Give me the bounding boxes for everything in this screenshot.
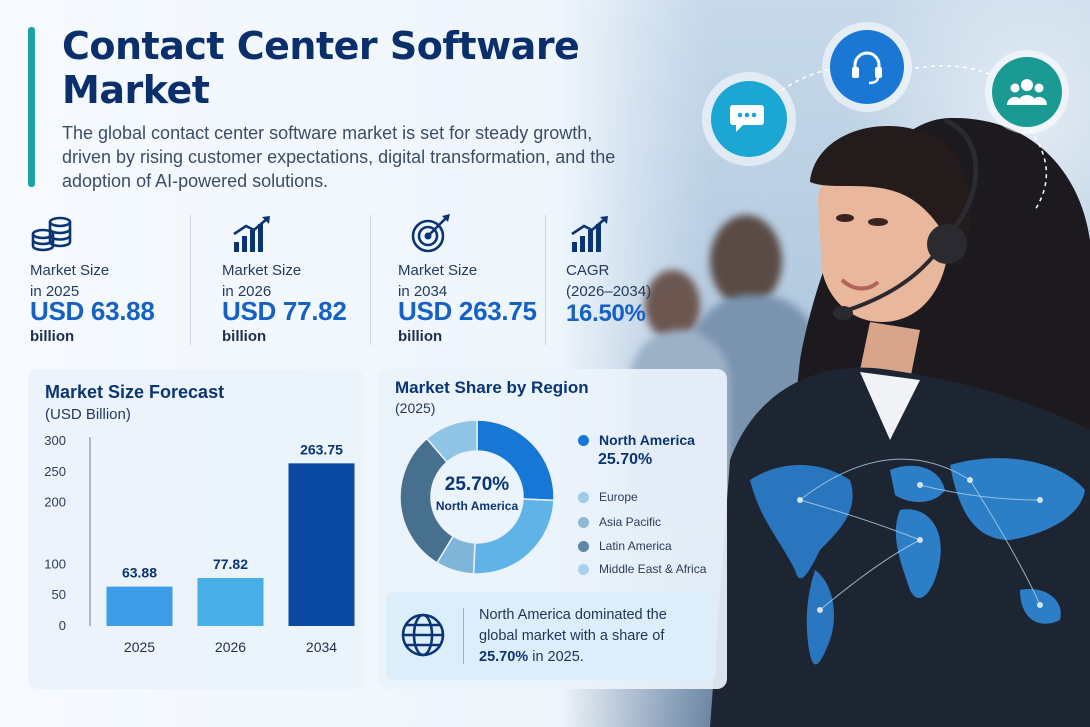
x-category-label: 2025 (124, 639, 155, 655)
y-tick-label: 200 (44, 495, 66, 510)
legend-dot (578, 491, 589, 503)
legend-label: Middle East & Africa (599, 562, 707, 576)
chat-bubble-icon (702, 72, 796, 166)
bar-2034 (288, 463, 355, 626)
stat-value: USD 77.82 (222, 296, 347, 326)
stat-unit: billion (30, 328, 75, 345)
legend-item: Middle East & Africa (578, 562, 706, 576)
callout-highlight: 25.70% (479, 649, 529, 665)
stat-label: Market Size (398, 262, 478, 279)
target-icon (411, 214, 450, 253)
legend-dot (578, 540, 589, 552)
coins-stack-icon (31, 216, 72, 252)
bar-2026 (197, 578, 264, 626)
y-tick-label: 0 (59, 618, 66, 633)
bar-value-label: 77.82 (213, 556, 248, 572)
growth-chart-icon (571, 216, 608, 252)
stat-unit: billion (398, 328, 443, 345)
stat-label: CAGR (566, 262, 610, 279)
stat-label: Market Size (30, 262, 110, 279)
bar-value-label: 263.75 (300, 441, 343, 457)
headset-icon (822, 22, 912, 112)
region-title: Market Share by Region (395, 378, 589, 397)
stat-market-2034: Market Size in 2034 USD 263.75 billion (398, 210, 548, 360)
agent-illustration (710, 117, 1090, 727)
stat-divider (190, 215, 191, 345)
summary-callout: North America dominated the global marke… (386, 592, 716, 680)
forecast-bar-chart: 0 50 100 200 250 300 63.88 2025 77.82 2026 263.75 2… (44, 433, 355, 655)
donut-slice-middle-east-africa (425, 419, 478, 464)
forecast-title: Market Size Forecast (45, 382, 225, 402)
globe-icon (401, 613, 445, 657)
stat-label-year: in 2034 (398, 283, 448, 300)
stat-label-year: in 2025 (30, 283, 80, 300)
world-map-graphic (750, 458, 1085, 665)
y-tick-label: 300 (44, 433, 66, 448)
stat-label-period: (2026–2034) (566, 283, 652, 300)
x-category-label: 2034 (306, 639, 337, 655)
legend-highlight: North America 25.70% (578, 432, 695, 469)
stat-value: USD 263.75 (398, 296, 537, 326)
stat-unit: billion (222, 328, 267, 345)
stat-label: Market Size (222, 262, 302, 279)
page-title: Contact Center Software Market (62, 24, 580, 112)
region-donut-chart (399, 419, 555, 575)
bar-value-label: 63.88 (122, 565, 157, 581)
legend-label: Asia Pacific (599, 515, 662, 529)
legend-highlight-value: 25.70% (598, 451, 653, 468)
region-subtitle: (2025) (395, 400, 436, 416)
stat-market-2026: Market Size in 2026 USD 77.82 billion (222, 210, 372, 360)
legend-highlight-name: North America (599, 432, 695, 448)
stat-value: 16.50% (566, 300, 646, 327)
forecast-subtitle: (USD Billion) (45, 406, 131, 423)
user-group-icon (985, 50, 1069, 134)
page-subtitle: The global contact center software marke… (62, 123, 616, 191)
stat-cagr: CAGR (2026–2034) 16.50% (566, 210, 696, 360)
stat-label-year: in 2026 (222, 283, 272, 300)
x-category-label: 2026 (215, 639, 246, 655)
legend-dot (578, 516, 589, 528)
stat-divider (370, 215, 371, 345)
bar-2025 (106, 586, 173, 626)
stat-divider (545, 215, 546, 345)
stat-value: USD 63.88 (30, 296, 155, 326)
legend-label: Latin America (599, 539, 672, 553)
stat-market-2025: Market Size in 2025 USD 63.88 billion (30, 210, 180, 360)
legend-dot (578, 563, 589, 575)
donut-center-value: 25.70% (444, 474, 510, 495)
donut-center-label: North America (435, 499, 519, 513)
legend-item: Asia Pacific (578, 515, 661, 529)
legend-item: Europe (578, 490, 638, 504)
title-accent-bar (28, 27, 35, 187)
growth-chart-icon (233, 216, 270, 252)
legend-label: Europe (599, 490, 638, 504)
callout-text: North America dominated the global marke… (479, 607, 667, 665)
legend-dot (578, 434, 589, 446)
callout-divider (463, 608, 464, 664)
y-tick-label: 100 (44, 556, 66, 571)
y-tick-label: 50 (52, 587, 66, 602)
y-tick-label: 250 (44, 464, 66, 479)
legend-item: Latin America (578, 539, 672, 553)
